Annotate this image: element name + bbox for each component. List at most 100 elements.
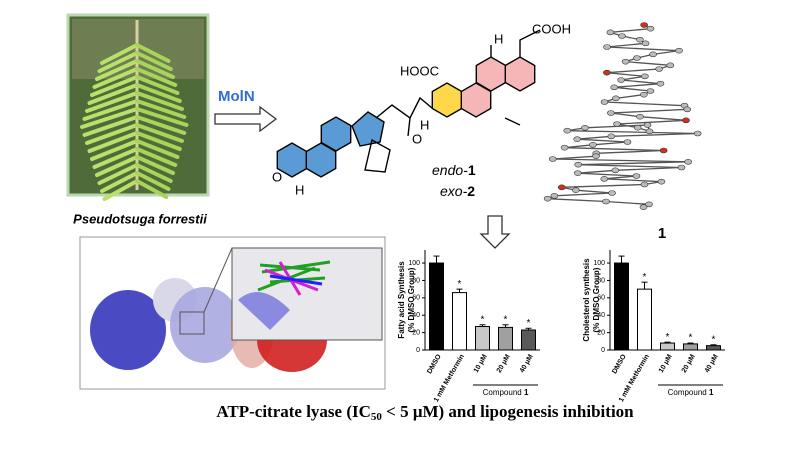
inset-helix	[238, 292, 290, 330]
bond	[621, 75, 645, 81]
needle	[135, 91, 184, 111]
needle	[135, 107, 189, 127]
bond	[578, 164, 682, 169]
needle	[95, 155, 139, 177]
y-axis-label: (% DMSO Group)	[407, 267, 416, 332]
bond	[625, 61, 671, 66]
group-label-number: 1	[709, 388, 714, 397]
bond	[610, 112, 641, 118]
y-tick-label: 0	[601, 347, 605, 354]
needle	[87, 131, 139, 153]
needle	[135, 171, 171, 191]
atom	[632, 173, 641, 179]
bond	[552, 158, 689, 163]
group-label-text: Compound	[668, 388, 709, 397]
needle	[92, 67, 139, 89]
atom	[603, 69, 611, 76]
reaction-arrow	[214, 105, 278, 133]
x-tick-label: 20 μM	[681, 353, 697, 374]
significance-marker: *	[666, 332, 670, 343]
bond	[547, 198, 606, 203]
needle	[82, 99, 139, 121]
bond	[652, 50, 680, 55]
needle	[80, 107, 139, 129]
needle	[135, 43, 171, 63]
y-tick-label: 20	[597, 329, 605, 336]
needle	[97, 163, 139, 185]
atom-label: COOH	[532, 21, 571, 36]
atom	[573, 136, 582, 142]
atom	[612, 95, 620, 102]
bond	[554, 192, 613, 197]
atom	[633, 55, 641, 61]
bond	[639, 116, 687, 121]
bond	[577, 169, 616, 174]
bond	[614, 83, 661, 88]
needle	[85, 123, 139, 145]
product-prefix: exo-	[440, 183, 468, 199]
ring	[431, 82, 463, 118]
needle	[100, 43, 139, 65]
ring	[320, 116, 352, 152]
atom	[693, 130, 702, 137]
atom	[548, 156, 557, 162]
atom	[610, 84, 619, 91]
needle	[135, 83, 182, 103]
needle	[135, 99, 187, 119]
atom	[659, 147, 668, 154]
y-tick-label: 20	[412, 329, 420, 336]
atom	[617, 77, 625, 83]
group-label-number: 1	[524, 388, 529, 397]
plant-photo	[66, 13, 210, 201]
needle	[135, 155, 175, 175]
needle	[135, 139, 180, 159]
bar	[706, 345, 721, 351]
needle	[85, 91, 139, 113]
needle	[90, 75, 139, 97]
needle	[90, 139, 139, 161]
bar	[429, 262, 444, 351]
needle	[135, 147, 178, 167]
atom	[643, 122, 652, 128]
product-label: endo-1	[432, 162, 476, 178]
group-label: Compound 1	[483, 388, 529, 397]
needle	[135, 123, 184, 143]
atom	[655, 66, 663, 72]
atom	[607, 133, 616, 140]
bonds	[375, 29, 541, 137]
caption-subscript: 50	[371, 411, 383, 423]
crystal-structure	[543, 22, 702, 210]
atom	[684, 159, 692, 165]
needle	[100, 171, 139, 193]
zoom-line	[203, 247, 233, 313]
atom-label: O	[272, 169, 282, 184]
photo-caption: Pseudotsuga forrestii	[73, 211, 207, 226]
bond	[611, 132, 698, 137]
y-tick-label: 100	[408, 260, 420, 267]
caption-text: < 5 μM) and lipogenesis inhibition	[382, 402, 634, 421]
bond	[614, 86, 651, 92]
protein-domain	[170, 287, 240, 363]
significance-marker: *	[504, 314, 508, 325]
needle	[102, 179, 139, 201]
needle	[135, 75, 180, 95]
y-tick-label: 80	[412, 277, 420, 284]
bar	[452, 292, 467, 351]
ligands	[257, 260, 331, 292]
bond	[578, 161, 689, 166]
bar	[637, 288, 652, 351]
down-arrow	[479, 215, 511, 249]
y-axis-label: Fatty acid Synthesis	[397, 261, 406, 339]
bond	[616, 119, 687, 125]
atom-label: H	[420, 117, 429, 132]
needle	[82, 115, 139, 137]
x-tick-label: 20 μM	[496, 353, 512, 374]
atom	[600, 176, 609, 182]
bond	[577, 138, 628, 143]
ring	[364, 138, 391, 173]
atom	[608, 190, 616, 196]
bond	[610, 108, 688, 114]
atom	[603, 44, 611, 50]
atom	[589, 142, 597, 148]
